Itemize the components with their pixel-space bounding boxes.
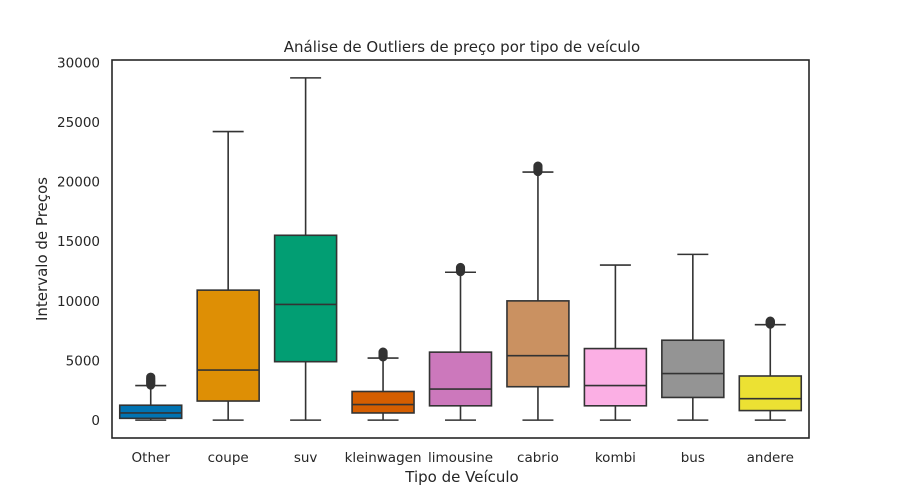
- plot-frame: [111, 59, 810, 439]
- y-tick-label: 20000: [57, 175, 100, 191]
- box-andere: [738, 316, 803, 421]
- y-tick-label: 0: [91, 413, 100, 429]
- outlier-point: [533, 161, 543, 171]
- x-tick-label: coupe: [208, 450, 249, 466]
- box-Other: [118, 372, 183, 421]
- x-tick-label: cabrio: [517, 450, 559, 466]
- iqr-box: [118, 404, 183, 420]
- iqr-box: [661, 339, 725, 399]
- box-coupe: [196, 130, 260, 421]
- box-kombi: [583, 264, 648, 421]
- y-tick-label: 5000: [66, 353, 100, 369]
- x-tick-label: kombi: [595, 450, 636, 466]
- x-axis-label: Tipo de Veículo: [404, 468, 518, 486]
- box-suv: [273, 77, 338, 421]
- chart-title: Análise de Outliers de preço por tipo de…: [284, 38, 640, 56]
- outlier-point: [146, 372, 156, 382]
- x-tick-label: bus: [681, 450, 705, 466]
- box-limousine: [428, 262, 493, 421]
- x-tick-label: Other: [132, 450, 171, 466]
- x-tick-label: andere: [747, 450, 794, 466]
- box-cabrio: [506, 161, 570, 421]
- outlier-point: [455, 262, 466, 273]
- iqr-box: [738, 375, 803, 412]
- x-tick-label: suv: [294, 450, 318, 466]
- iqr-box: [583, 347, 648, 407]
- box-bus: [661, 253, 725, 421]
- x-tick-label: limousine: [428, 450, 493, 466]
- x-tick-label: kleinwagen: [345, 450, 422, 466]
- plot-area: 0 5000 10000 15000 20000 25000 30000 Other coupe…: [57, 55, 810, 466]
- y-tick-label: 30000: [57, 55, 100, 71]
- y-tick-label: 25000: [57, 115, 100, 131]
- iqr-box: [428, 351, 493, 407]
- outlier-point: [378, 347, 388, 357]
- y-axis-label: Intervalo de Preços: [33, 177, 51, 321]
- outlier-point: [765, 316, 775, 326]
- y-tick-label: 10000: [57, 294, 100, 310]
- iqr-box: [196, 289, 260, 402]
- iqr-box: [351, 390, 415, 414]
- y-tick-label: 15000: [57, 234, 100, 250]
- box-kleinwagen: [351, 347, 415, 421]
- iqr-box: [506, 300, 570, 388]
- iqr-box: [273, 234, 338, 363]
